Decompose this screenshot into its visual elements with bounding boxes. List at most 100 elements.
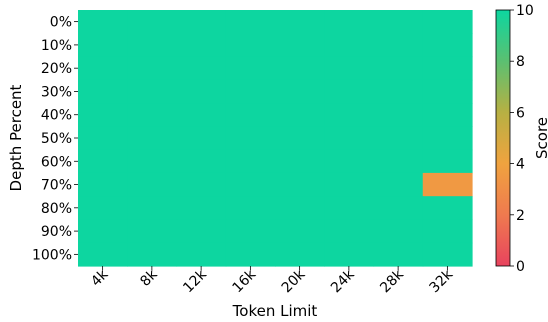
y-tick-label: 40% <box>41 108 72 124</box>
x-axis-ticks: 4k 8k 12k 16k 20k 24k 28k 32k <box>88 266 457 296</box>
y-axis-label: Depth Percent <box>7 84 25 191</box>
heatmap-cell <box>225 242 276 267</box>
y-tick-label: 80% <box>41 201 72 217</box>
heatmap-cell <box>127 56 178 81</box>
x-tick-label: 28k <box>377 266 407 296</box>
heatmap-cell <box>373 126 424 151</box>
heatmap-cell <box>373 219 424 244</box>
heatmap-cell <box>275 10 325 34</box>
x-tick-label: 4k <box>88 266 112 290</box>
heatmap-cell <box>225 219 276 244</box>
colorbar-tick-label: 0 <box>516 259 525 275</box>
heatmap-cell <box>422 33 473 58</box>
x-axis-label: Token Limit <box>232 302 318 320</box>
heatmap-cell <box>275 242 325 267</box>
heatmap-cell <box>176 149 227 174</box>
heatmap-cell <box>176 219 227 244</box>
heatmap-cell <box>275 196 325 221</box>
heatmap-cell <box>373 242 424 267</box>
colorbar: 0 2 4 6 8 10 Score <box>495 3 548 275</box>
y-tick-label: 10% <box>41 38 72 54</box>
heatmap-cell <box>78 33 128 58</box>
heatmap-cell <box>324 149 375 174</box>
heatmap-cell <box>176 196 227 221</box>
heatmap-cell <box>275 172 325 197</box>
heatmap-cell <box>176 79 227 104</box>
heatmap-cell <box>324 219 375 244</box>
heatmap-cell <box>176 103 227 127</box>
heatmap-cell <box>78 79 128 104</box>
heatmap-cell <box>373 56 424 81</box>
heatmap-cell <box>422 172 473 197</box>
heatmap-cell <box>78 56 128 81</box>
heatmap-cell <box>225 196 276 221</box>
heatmap-cell <box>78 103 128 127</box>
heatmap-cell <box>78 172 128 197</box>
heatmap-cell <box>127 10 178 34</box>
heatmap-cell <box>127 103 178 127</box>
heatmap-cell <box>225 126 276 151</box>
heatmap-cell <box>176 10 227 34</box>
colorbar-tick-label: 8 <box>516 54 525 70</box>
heatmap-cell <box>78 126 128 151</box>
colorbar-scale <box>495 9 511 267</box>
x-tick-label: 8k <box>137 266 161 290</box>
heatmap-cell <box>324 126 375 151</box>
heatmap-cell <box>78 149 128 174</box>
x-tick-label: 12k <box>180 266 210 296</box>
heatmap-cell <box>373 172 424 197</box>
colorbar-ticks: 0 2 4 6 8 10 <box>510 3 534 275</box>
heatmap-cell <box>373 103 424 127</box>
heatmap-cell <box>373 196 424 221</box>
heatmap-cell <box>422 219 473 244</box>
heatmap-cell <box>225 33 276 58</box>
heatmap-cell <box>275 103 325 127</box>
heatmap-cell <box>275 126 325 151</box>
x-tick-label: 16k <box>230 266 260 296</box>
colorbar-tick-label: 6 <box>516 105 525 121</box>
heatmap-cell <box>176 172 227 197</box>
y-tick-label: 20% <box>41 61 72 77</box>
colorbar-label: Score <box>533 117 548 159</box>
heatmap-cell <box>422 196 473 221</box>
heatmap-cell <box>422 10 473 34</box>
heatmap-cell <box>176 242 227 267</box>
x-tick-label: 24k <box>328 266 358 296</box>
heatmap-cells <box>78 10 473 267</box>
heatmap-cell <box>422 56 473 81</box>
heatmap-cell <box>127 172 178 197</box>
heatmap-cell <box>422 79 473 104</box>
heatmap-cell <box>324 242 375 267</box>
heatmap-cell <box>324 103 375 127</box>
x-tick-label: 32k <box>427 266 457 296</box>
x-tick-label: 20k <box>279 266 309 296</box>
y-tick-label: 100% <box>32 247 72 263</box>
heatmap-cell <box>176 126 227 151</box>
heatmap-cell <box>275 219 325 244</box>
heatmap-cell <box>127 79 178 104</box>
heatmap-cell <box>275 149 325 174</box>
heatmap-cell <box>324 56 375 81</box>
heatmap-cell <box>78 242 128 267</box>
colorbar-tick-label: 10 <box>516 3 534 19</box>
heatmap-cell <box>127 33 178 58</box>
heatmap-cell <box>225 79 276 104</box>
heatmap-cell <box>324 172 375 197</box>
heatmap-cell <box>373 79 424 104</box>
heatmap-cell <box>225 56 276 81</box>
heatmap-cell <box>127 126 178 151</box>
heatmap-cell <box>324 196 375 221</box>
heatmap-cell <box>225 10 276 34</box>
heatmap-cell <box>373 10 424 34</box>
heatmap-cell <box>176 56 227 81</box>
heatmap-cell <box>373 149 424 174</box>
heatmap-cell <box>127 219 178 244</box>
colorbar-tick-label: 2 <box>516 208 525 224</box>
y-axis-ticks: 0% 10% 20% 30% 40% 50% 60% 70% 80% 90% 100% <box>32 15 78 263</box>
heatmap-cell <box>78 196 128 221</box>
heatmap-cell <box>324 33 375 58</box>
heatmap-cell <box>225 149 276 174</box>
heatmap-cell <box>324 10 375 34</box>
heatmap-cell <box>422 126 473 151</box>
heatmap-cell <box>275 56 325 81</box>
